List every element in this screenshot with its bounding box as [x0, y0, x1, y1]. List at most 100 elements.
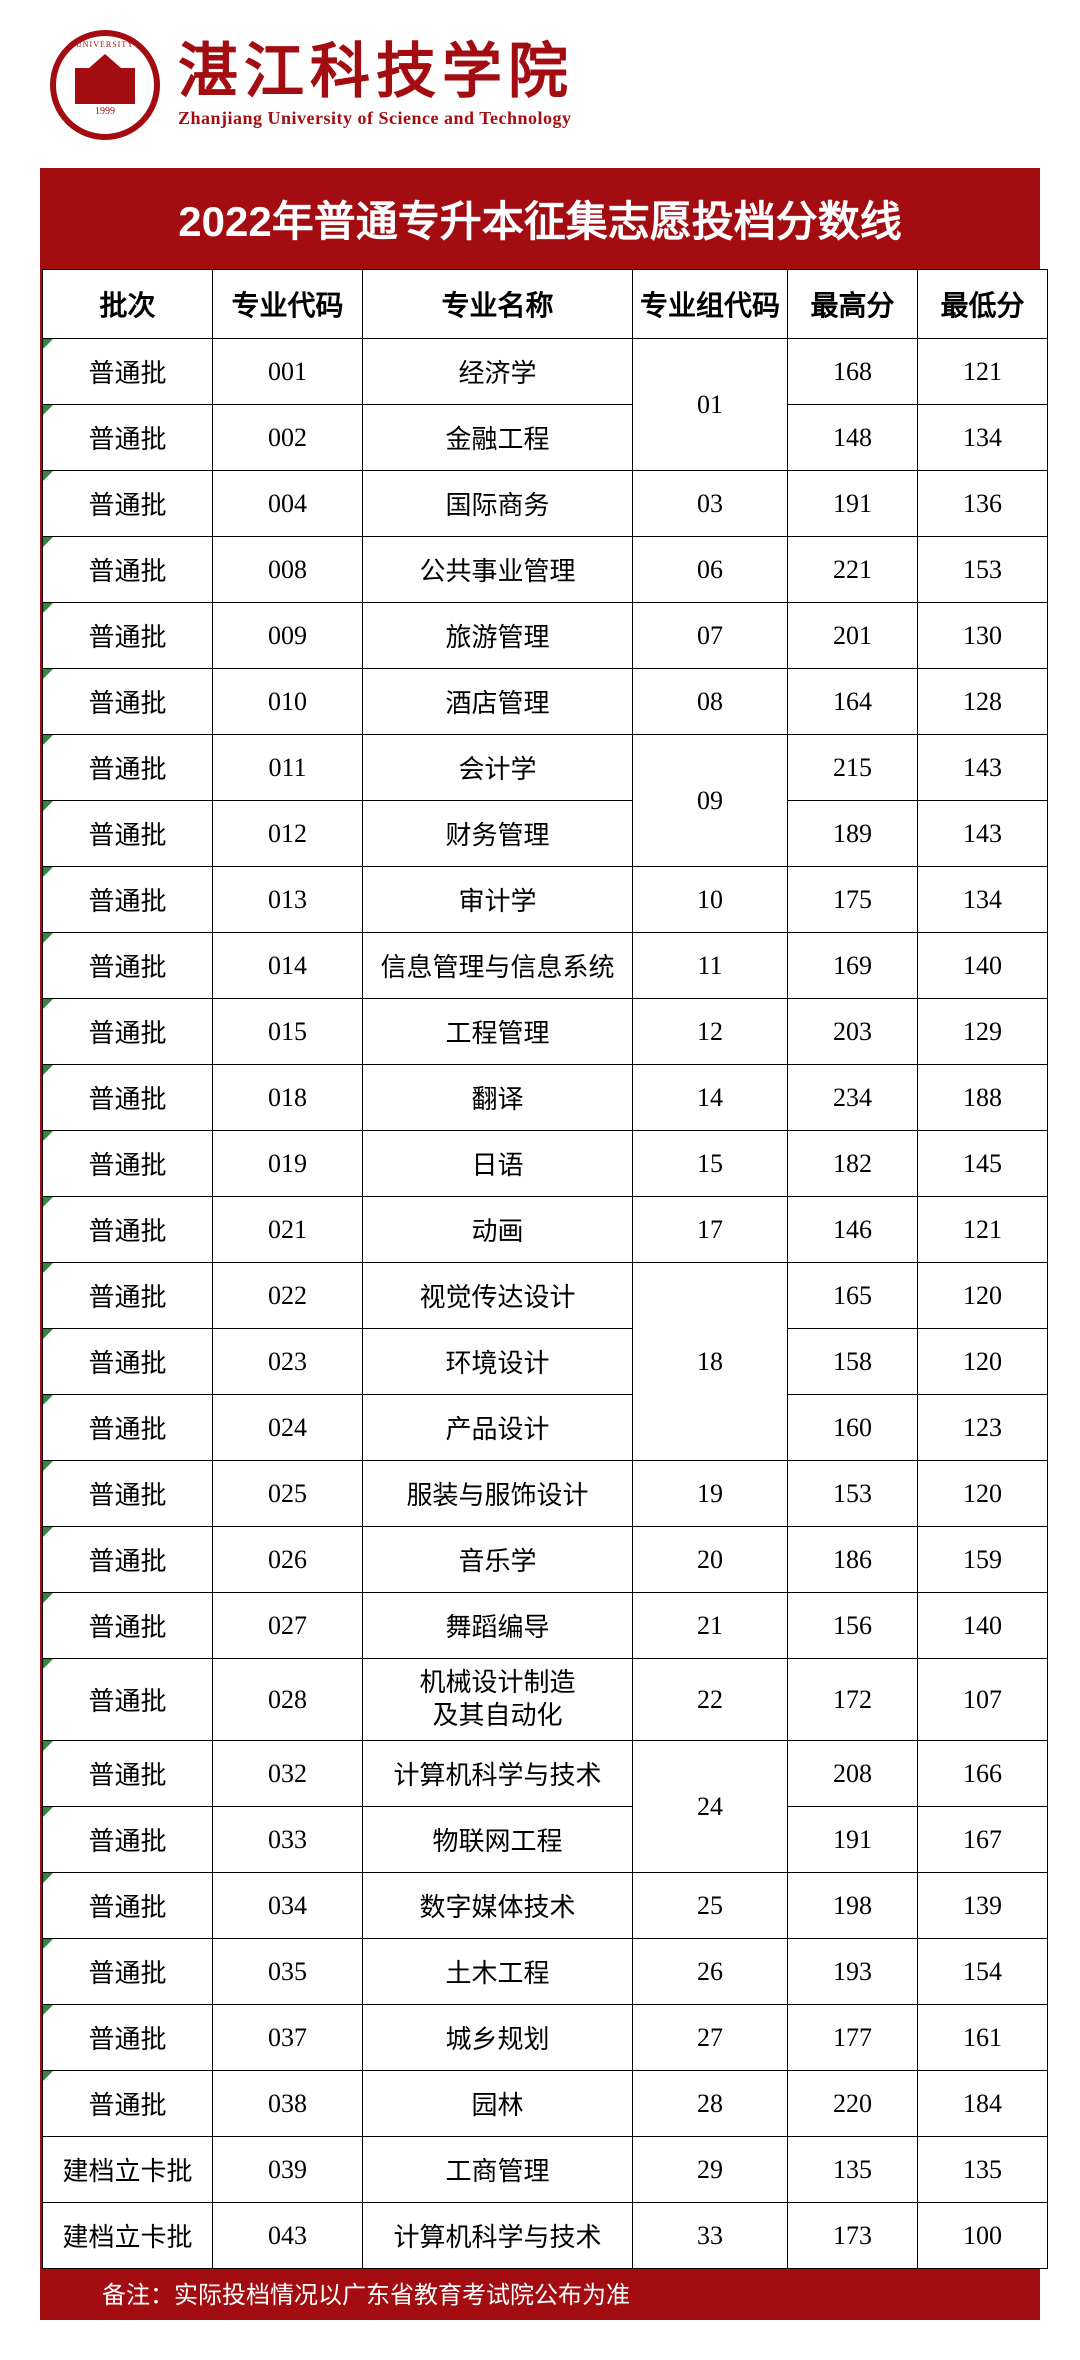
- cell-batch: 普通批: [43, 1197, 213, 1263]
- cell-group: 19: [633, 1461, 788, 1527]
- score-table: 批次 专业代码 专业名称 专业组代码 最高分 最低分 普通批001经济学0116…: [42, 269, 1048, 2269]
- cell-batch: 建档立卡批: [43, 2203, 213, 2269]
- cell-group: 09: [633, 735, 788, 867]
- cell-min: 120: [918, 1263, 1048, 1329]
- cell-code: 035: [213, 1939, 363, 2005]
- cell-batch: 普通批: [43, 1263, 213, 1329]
- cell-batch: 普通批: [43, 1807, 213, 1873]
- cell-name: 国际商务: [363, 471, 633, 537]
- cell-min: 129: [918, 999, 1048, 1065]
- cell-name: 环境设计: [363, 1329, 633, 1395]
- cell-min: 188: [918, 1065, 1048, 1131]
- cell-group: 06: [633, 537, 788, 603]
- cell-max: 168: [788, 339, 918, 405]
- table-body: 普通批001经济学01168121普通批002金融工程148134普通批004国…: [43, 339, 1048, 2269]
- table-footnote: 备注：实际投档情况以广东省教育考试院公布为准: [42, 2269, 1038, 2318]
- cell-batch: 普通批: [43, 1741, 213, 1807]
- cell-batch: 普通批: [43, 867, 213, 933]
- table-row: 普通批011会计学09215143: [43, 735, 1048, 801]
- table-row: 普通批019日语15182145: [43, 1131, 1048, 1197]
- cell-group: 07: [633, 603, 788, 669]
- cell-max: 191: [788, 1807, 918, 1873]
- table-row: 普通批038园林28220184: [43, 2071, 1048, 2137]
- cell-name: 音乐学: [363, 1527, 633, 1593]
- cell-code: 010: [213, 669, 363, 735]
- cell-name: 日语: [363, 1131, 633, 1197]
- cell-code: 004: [213, 471, 363, 537]
- table-row: 普通批018翻译14234188: [43, 1065, 1048, 1131]
- cell-name: 产品设计: [363, 1395, 633, 1461]
- cell-code: 019: [213, 1131, 363, 1197]
- cell-batch: 普通批: [43, 1873, 213, 1939]
- cell-max: 164: [788, 669, 918, 735]
- cell-min: 120: [918, 1461, 1048, 1527]
- cell-batch: 普通批: [43, 801, 213, 867]
- cell-max: 198: [788, 1873, 918, 1939]
- cell-min: 136: [918, 471, 1048, 537]
- cell-group: 17: [633, 1197, 788, 1263]
- table-row: 普通批037城乡规划27177161: [43, 2005, 1048, 2071]
- cell-code: 013: [213, 867, 363, 933]
- cell-name: 金融工程: [363, 405, 633, 471]
- cell-batch: 普通批: [43, 2005, 213, 2071]
- cell-group: 08: [633, 669, 788, 735]
- cell-batch: 普通批: [43, 1527, 213, 1593]
- table-row: 建档立卡批039工商管理29135135: [43, 2137, 1048, 2203]
- cell-max: 193: [788, 1939, 918, 2005]
- table-row: 普通批021动画17146121: [43, 1197, 1048, 1263]
- cell-group: 21: [633, 1593, 788, 1659]
- cell-group: 18: [633, 1263, 788, 1461]
- cell-max: 158: [788, 1329, 918, 1395]
- cell-min: 140: [918, 933, 1048, 999]
- cell-min: 100: [918, 2203, 1048, 2269]
- cell-name: 视觉传达设计: [363, 1263, 633, 1329]
- cell-group: 28: [633, 2071, 788, 2137]
- table-row: 普通批013审计学10175134: [43, 867, 1048, 933]
- cell-code: 011: [213, 735, 363, 801]
- cell-max: 173: [788, 2203, 918, 2269]
- cell-min: 167: [918, 1807, 1048, 1873]
- cell-max: 234: [788, 1065, 918, 1131]
- cell-min: 123: [918, 1395, 1048, 1461]
- cell-code: 034: [213, 1873, 363, 1939]
- cell-code: 026: [213, 1527, 363, 1593]
- table-row: 普通批001经济学01168121: [43, 339, 1048, 405]
- cell-name: 信息管理与信息系统: [363, 933, 633, 999]
- cell-max: 175: [788, 867, 918, 933]
- cell-min: 143: [918, 801, 1048, 867]
- cell-max: 172: [788, 1659, 918, 1741]
- table-row: 普通批024产品设计160123: [43, 1395, 1048, 1461]
- cell-group: 26: [633, 1939, 788, 2005]
- cell-batch: 普通批: [43, 933, 213, 999]
- cell-max: 160: [788, 1395, 918, 1461]
- cell-batch: 普通批: [43, 471, 213, 537]
- cell-max: 153: [788, 1461, 918, 1527]
- cell-name: 物联网工程: [363, 1807, 633, 1873]
- cell-batch: 普通批: [43, 1659, 213, 1741]
- table-row: 普通批023环境设计158120: [43, 1329, 1048, 1395]
- cell-max: 203: [788, 999, 918, 1065]
- cell-batch: 建档立卡批: [43, 2137, 213, 2203]
- university-header: UNIVERSITY 1999 湛江科技学院 Zhanjiang Univers…: [40, 30, 1040, 140]
- col-header-group: 专业组代码: [633, 270, 788, 339]
- cell-group: 11: [633, 933, 788, 999]
- university-name-block: 湛江科技学院 Zhanjiang University of Science a…: [178, 42, 574, 129]
- cell-batch: 普通批: [43, 1395, 213, 1461]
- table-row: 普通批009旅游管理07201130: [43, 603, 1048, 669]
- table-row: 普通批027舞蹈编导21156140: [43, 1593, 1048, 1659]
- table-row: 普通批025服装与服饰设计19153120: [43, 1461, 1048, 1527]
- cell-min: 120: [918, 1329, 1048, 1395]
- cell-code: 008: [213, 537, 363, 603]
- table-row: 普通批033物联网工程191167: [43, 1807, 1048, 1873]
- cell-max: 165: [788, 1263, 918, 1329]
- cell-name: 公共事业管理: [363, 537, 633, 603]
- cell-batch: 普通批: [43, 735, 213, 801]
- cell-max: 186: [788, 1527, 918, 1593]
- cell-max: 148: [788, 405, 918, 471]
- cell-max: 201: [788, 603, 918, 669]
- table-row: 普通批014信息管理与信息系统11169140: [43, 933, 1048, 999]
- cell-name: 服装与服饰设计: [363, 1461, 633, 1527]
- cell-group: 22: [633, 1659, 788, 1741]
- cell-min: 139: [918, 1873, 1048, 1939]
- cell-code: 022: [213, 1263, 363, 1329]
